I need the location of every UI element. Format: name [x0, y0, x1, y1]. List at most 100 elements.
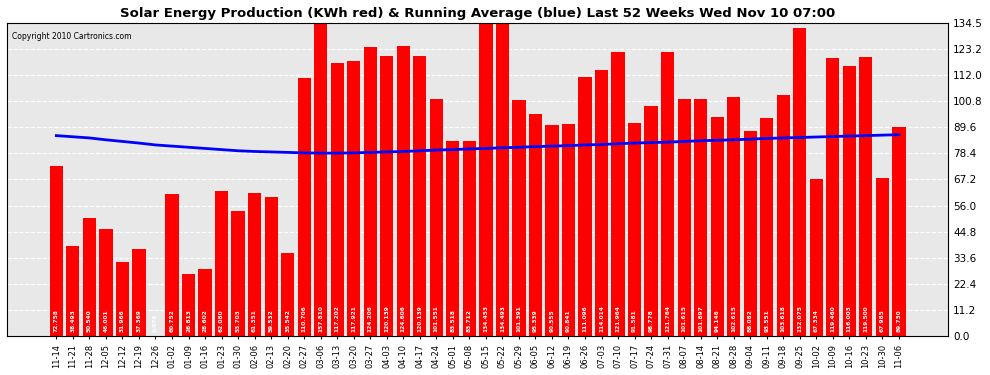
- Text: 120.139: 120.139: [418, 305, 423, 332]
- Text: 31.966: 31.966: [120, 309, 125, 332]
- Text: 134.453: 134.453: [483, 304, 488, 332]
- Text: 61.351: 61.351: [252, 309, 257, 332]
- Bar: [281, 253, 294, 336]
- Text: 83.712: 83.712: [467, 309, 472, 332]
- Text: 119.500: 119.500: [863, 305, 868, 332]
- Bar: [198, 270, 212, 336]
- Bar: [677, 99, 691, 336]
- Bar: [496, 22, 509, 336]
- Text: 101.897: 101.897: [698, 305, 703, 332]
- Bar: [182, 274, 195, 336]
- Bar: [215, 191, 228, 336]
- Bar: [462, 141, 476, 336]
- Bar: [347, 61, 360, 336]
- Text: 67.334: 67.334: [814, 309, 819, 332]
- Bar: [248, 193, 261, 336]
- Text: 95.339: 95.339: [533, 309, 538, 332]
- Bar: [380, 56, 393, 336]
- Bar: [810, 179, 823, 336]
- Bar: [876, 178, 889, 336]
- Text: 83.518: 83.518: [450, 309, 455, 332]
- Text: 89.730: 89.730: [896, 309, 902, 332]
- Bar: [264, 197, 278, 336]
- Title: Solar Energy Production (KWh red) & Running Average (blue) Last 52 Weeks Wed Nov: Solar Energy Production (KWh red) & Runn…: [120, 7, 836, 20]
- Bar: [644, 106, 657, 336]
- Bar: [331, 63, 344, 336]
- Text: 28.602: 28.602: [203, 309, 208, 332]
- Bar: [661, 52, 674, 336]
- Text: 90.555: 90.555: [549, 309, 554, 332]
- Bar: [827, 58, 840, 336]
- Bar: [545, 125, 558, 336]
- Text: Copyright 2010 Cartronics.com: Copyright 2010 Cartronics.com: [12, 32, 131, 41]
- Bar: [413, 56, 427, 336]
- Bar: [165, 195, 178, 336]
- Text: 132.075: 132.075: [797, 304, 802, 332]
- Text: 50.540: 50.540: [87, 309, 92, 332]
- Text: 88.082: 88.082: [747, 309, 752, 332]
- Bar: [529, 114, 543, 336]
- Bar: [760, 118, 773, 336]
- Bar: [314, 0, 328, 336]
- Bar: [430, 99, 443, 336]
- Bar: [595, 70, 608, 336]
- Text: 37.369: 37.369: [137, 309, 142, 332]
- Text: 53.703: 53.703: [236, 309, 241, 332]
- Bar: [859, 57, 872, 336]
- Text: 94.146: 94.146: [715, 309, 720, 332]
- Text: 101.391: 101.391: [517, 305, 522, 332]
- Text: 67.985: 67.985: [880, 309, 885, 332]
- Text: 120.139: 120.139: [384, 305, 389, 332]
- Text: 102.615: 102.615: [732, 304, 737, 332]
- Text: 101.615: 101.615: [682, 304, 687, 332]
- Text: 124.206: 124.206: [367, 304, 373, 332]
- Bar: [116, 262, 129, 336]
- Bar: [727, 97, 741, 336]
- Bar: [50, 166, 63, 336]
- Text: 38.493: 38.493: [70, 309, 75, 332]
- Bar: [842, 66, 856, 336]
- Text: 134.493: 134.493: [500, 304, 505, 332]
- Bar: [479, 22, 492, 336]
- Text: 124.606: 124.606: [401, 304, 406, 332]
- Bar: [513, 100, 526, 336]
- Text: 35.542: 35.542: [285, 309, 290, 332]
- Bar: [83, 218, 96, 336]
- Text: 116.003: 116.003: [846, 305, 851, 332]
- Bar: [397, 46, 410, 336]
- Text: 119.460: 119.460: [831, 305, 836, 332]
- Text: 90.841: 90.841: [566, 309, 571, 332]
- Text: 111.096: 111.096: [582, 305, 587, 332]
- Bar: [133, 249, 146, 336]
- Bar: [793, 28, 807, 336]
- Text: 114.014: 114.014: [599, 304, 604, 332]
- Text: 110.706: 110.706: [302, 305, 307, 332]
- Text: 46.001: 46.001: [103, 309, 109, 332]
- Bar: [694, 99, 707, 336]
- Text: 60.752: 60.752: [169, 309, 174, 332]
- Bar: [363, 46, 377, 336]
- Bar: [777, 94, 790, 336]
- Bar: [66, 246, 79, 336]
- Text: 157.810: 157.810: [318, 304, 323, 332]
- Text: 121.764: 121.764: [665, 304, 670, 332]
- Bar: [711, 117, 724, 336]
- Text: 93.551: 93.551: [764, 309, 769, 332]
- Text: 0.079: 0.079: [153, 313, 158, 332]
- Bar: [562, 124, 575, 336]
- Bar: [612, 52, 625, 336]
- Bar: [578, 77, 592, 336]
- Text: 117.921: 117.921: [351, 304, 356, 332]
- Text: 121.964: 121.964: [616, 304, 621, 332]
- Text: 59.532: 59.532: [268, 309, 273, 332]
- Bar: [298, 78, 311, 336]
- Bar: [628, 123, 642, 336]
- Bar: [446, 141, 459, 336]
- Text: 101.551: 101.551: [434, 304, 439, 332]
- Text: 26.813: 26.813: [186, 309, 191, 332]
- Text: 98.778: 98.778: [648, 309, 653, 332]
- Bar: [232, 211, 245, 336]
- Bar: [892, 127, 906, 336]
- Bar: [743, 131, 756, 336]
- Text: 103.618: 103.618: [781, 304, 786, 332]
